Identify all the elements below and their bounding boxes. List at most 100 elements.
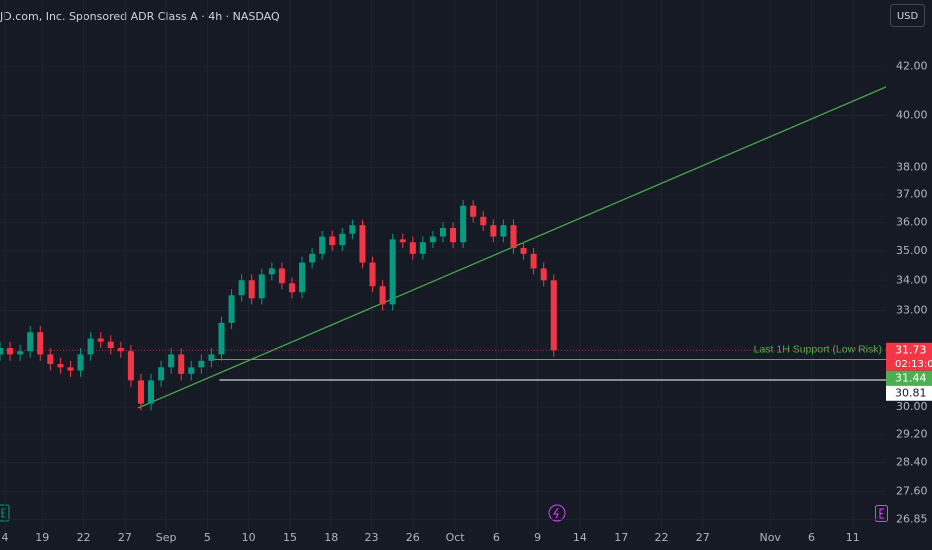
price-label: 31.73 (895, 343, 927, 356)
x-tick-label: 17 (614, 531, 628, 544)
x-tick-label: 11 (846, 531, 860, 544)
candle-body (137, 380, 144, 404)
candle-body (117, 348, 124, 352)
x-tick-label: 6 (808, 531, 815, 544)
price-label: 30.81 (895, 386, 927, 399)
x-tick-label: Nov (759, 531, 781, 544)
candle-body (107, 341, 114, 349)
candle-body (480, 216, 487, 226)
candle-body (329, 236, 336, 246)
candle-body (429, 236, 436, 243)
candle-body (37, 332, 44, 355)
y-tick-label: 34.00 (896, 273, 928, 286)
candle-body (470, 205, 477, 217)
x-tick-label: 22 (77, 531, 91, 544)
x-tick-label: 15 (283, 531, 297, 544)
candle-body (198, 360, 205, 368)
y-tick-label: 40.00 (896, 109, 928, 122)
candle-body (7, 348, 14, 355)
price-label: 31.44 (895, 371, 927, 384)
candle-body (168, 354, 175, 368)
icon-frame (0, 504, 10, 522)
candle-body (439, 228, 447, 237)
x-tick-label: 9 (534, 531, 541, 544)
icon-glyph (879, 508, 884, 519)
x-tick-label: 18 (324, 531, 338, 544)
candle-body (530, 253, 537, 269)
price-label-box (886, 370, 932, 386)
currency-label[interactable]: USD (897, 11, 919, 22)
x-tick-label: 27 (118, 531, 132, 544)
x-tick-label: 5 (204, 531, 211, 544)
earnings-icon[interactable] (875, 505, 888, 522)
candle-body (500, 225, 507, 237)
y-tick-label: 29.20 (896, 427, 928, 440)
currency-button[interactable] (890, 4, 925, 27)
y-tick-label: 26.85 (896, 512, 928, 525)
icon-glyph (1, 508, 6, 518)
candle-body (490, 225, 497, 237)
candle-body (419, 242, 426, 254)
candle-body (299, 262, 306, 293)
price-label-box (886, 342, 932, 371)
candle-body (379, 286, 386, 305)
candle-body (127, 351, 134, 381)
icon-glyph (553, 507, 559, 519)
price-label-box (886, 385, 932, 401)
y-tick-label: 38.00 (896, 161, 928, 174)
chart-title: JD.com, Inc. Sponsored ADR Class A · 4h … (0, 10, 280, 23)
candle-body (27, 332, 34, 352)
candle-body (47, 354, 54, 365)
candle-body (369, 262, 376, 287)
countdown: 02:13:09 (895, 359, 932, 370)
y-tick-label: 42.00 (896, 59, 928, 72)
x-tick-label: 4 (2, 531, 9, 544)
candle-body (57, 364, 64, 368)
level-annotation: Last 1H Support (Low Risk) (754, 343, 882, 355)
candle-body (77, 354, 84, 371)
y-tick-label: 28.40 (896, 456, 928, 469)
candle-body (399, 239, 406, 243)
x-tick-label: 19 (35, 531, 49, 544)
candle-body (349, 225, 356, 234)
x-tick-label: 14 (573, 531, 587, 544)
candle-body (97, 338, 104, 342)
candle-body (339, 233, 346, 246)
x-tick-label: 26 (406, 531, 420, 544)
x-tick-label: 27 (696, 531, 710, 544)
candle-body (389, 239, 396, 305)
candle-body (460, 205, 467, 243)
y-tick-label: 37.00 (896, 188, 928, 201)
candle-body (67, 367, 74, 371)
candle-body (520, 248, 527, 254)
candle-body (208, 354, 215, 361)
candle-body (238, 280, 245, 296)
candle-body (17, 351, 24, 355)
candle-body (288, 283, 295, 293)
candle-body (258, 274, 265, 299)
earnings-icon[interactable] (0, 504, 10, 522)
candle-body (359, 225, 366, 263)
candle-body (0, 348, 4, 355)
dividend-icon[interactable] (548, 504, 566, 522)
candle-body (248, 280, 255, 299)
candle-body (510, 225, 517, 249)
y-tick-label: 33.00 (896, 304, 928, 317)
candle-body (148, 380, 155, 404)
x-tick-label: Oct (446, 531, 466, 544)
candle-body (309, 253, 316, 263)
candle-body (178, 354, 185, 374)
candle-body (450, 228, 457, 243)
candle-body (550, 280, 557, 351)
candle-body (319, 236, 326, 254)
icon-frame (875, 505, 888, 522)
y-tick-label: 35.00 (896, 244, 928, 257)
y-tick-label: 27.60 (896, 484, 928, 497)
candle-body (409, 242, 416, 254)
x-tick-label: 23 (365, 531, 379, 544)
candle-body (278, 268, 285, 284)
x-tick-label: 10 (242, 531, 256, 544)
